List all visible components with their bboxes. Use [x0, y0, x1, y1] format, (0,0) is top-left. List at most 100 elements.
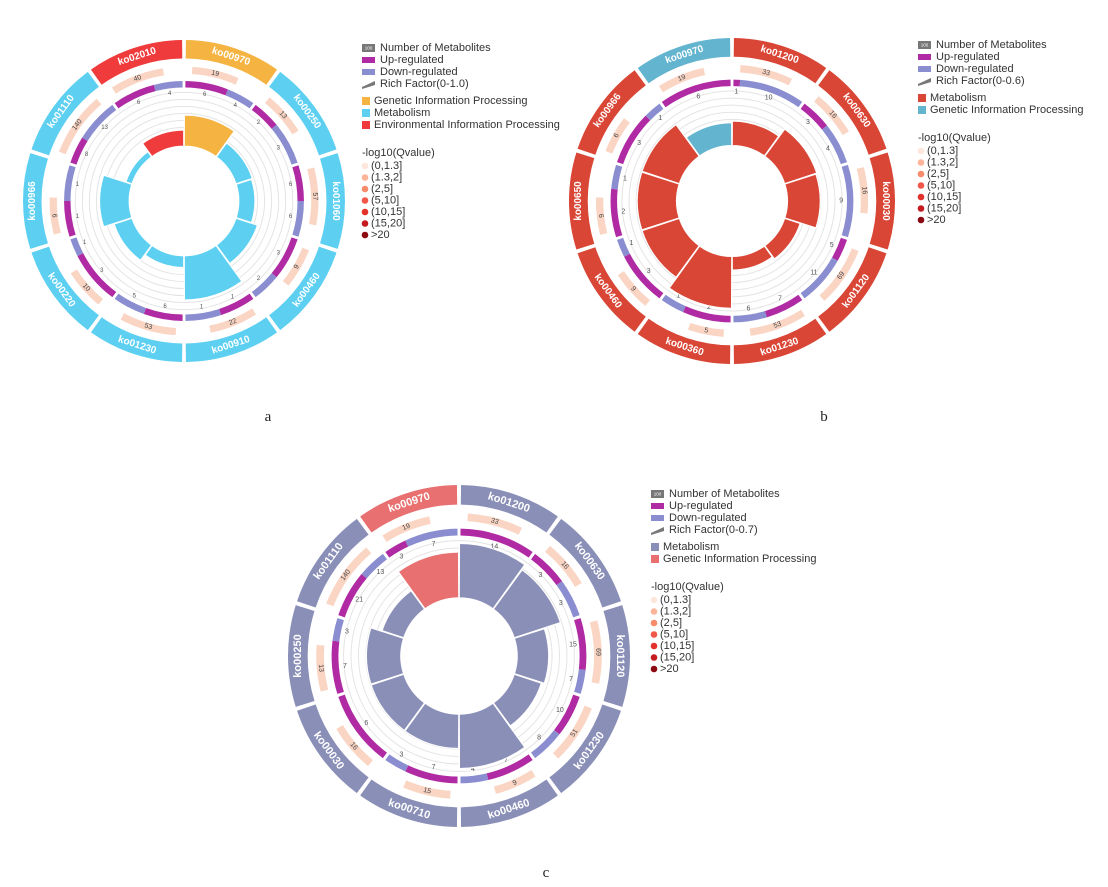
- pathway-band-ko00710: [360, 779, 458, 827]
- pathway-band-ko00030: [869, 152, 896, 250]
- down-regulated-arc: [821, 125, 848, 165]
- up-count-label: 3: [637, 140, 641, 147]
- up-regulated-arc: [114, 84, 156, 109]
- down-count-label: 4: [234, 103, 238, 109]
- pathway-band-ko01230: [549, 704, 621, 794]
- metabolite-count-bar: [819, 248, 859, 301]
- down-count-label: 1: [76, 182, 80, 188]
- down-regulated-arc: [841, 164, 854, 238]
- legend-qvalue-bin: (0,1.3]: [371, 160, 402, 172]
- up-regulated-arc: [405, 765, 458, 784]
- pathway-id-label: ko01120: [614, 635, 626, 678]
- down-count-label: 11: [810, 270, 817, 277]
- metabolite-count-label: 9: [293, 263, 301, 270]
- legend-qvalue-bin: (5,10]: [927, 180, 955, 192]
- legend-category-swatch: [362, 109, 370, 117]
- pathway-id-label: ko00966: [27, 181, 38, 221]
- down-regulated-arc: [574, 669, 586, 694]
- rich-factor-wedge-ko00460: [458, 702, 526, 770]
- pathway-id-label: ko00650: [573, 181, 584, 221]
- down-count-label: 8: [537, 734, 541, 741]
- grid-circle: [81, 98, 287, 304]
- legend-qvalue-title: -log10(Qvalue): [362, 147, 435, 159]
- down-regulated-arc: [405, 528, 458, 547]
- down-count-label: 3: [400, 752, 404, 759]
- pathway-band-ko02010: [90, 40, 183, 85]
- up-regulated-arc: [385, 540, 409, 558]
- up-regulated-arc: [486, 754, 533, 780]
- down-regulated-arc: [556, 581, 580, 618]
- up-regulated-arc: [554, 694, 580, 735]
- legend-category-text: Metabolism: [374, 107, 430, 119]
- legend-qvalue-bin: (10,15]: [927, 191, 961, 203]
- down-count-label: 10: [765, 95, 773, 102]
- legend-qvalue-dot: [361, 197, 369, 204]
- up-count-label: 1: [231, 294, 235, 300]
- metabolite-count-label: 19: [401, 523, 411, 532]
- down-count-label: 13: [101, 125, 108, 131]
- legend-qvalue-bin: (2,5]: [660, 617, 682, 629]
- legend-qvalue-bin: (1.3,2]: [927, 157, 958, 169]
- metabolite-count-label: 33: [761, 69, 770, 78]
- up-count-label: 3: [539, 572, 543, 579]
- legend-qvalue-dot: [650, 642, 658, 650]
- legend-category-text: Metabolism: [663, 541, 719, 553]
- up-count-label: 6: [696, 94, 700, 101]
- metabolite-count-label: 6: [597, 214, 604, 219]
- metabolite-count-label: 51: [569, 728, 579, 738]
- metabolite-count-bar: [382, 516, 431, 542]
- legend-down-swatch: [651, 515, 664, 521]
- legend-qvalue-bin: (10,15]: [660, 640, 694, 652]
- up-count-label: 6: [163, 304, 167, 310]
- legend-qvalue-bin: >20: [371, 229, 390, 241]
- down-count-label: 1: [83, 240, 87, 246]
- up-count-label: 7: [343, 663, 347, 670]
- metabolite-count-bar: [687, 322, 724, 337]
- legend-down-swatch: [918, 66, 931, 72]
- pathway-band-ko00966: [22, 153, 48, 249]
- up-count-label: 1: [734, 88, 738, 95]
- legend-qvalue-dot: [650, 608, 658, 615]
- legend-count-text: Number of Metabolites: [669, 488, 780, 500]
- pathway-band-ko00630: [818, 70, 887, 155]
- legend-qvalue-dot: [650, 654, 658, 661]
- metabolite-count-bar: [814, 96, 849, 136]
- legend-down-swatch: [362, 69, 375, 75]
- rich-factor-wedge-ko00250: [365, 627, 405, 685]
- metabolite-count-label: 22: [228, 318, 238, 327]
- pathway-band-ko00910: [185, 317, 278, 362]
- rich-factor-wedge-ko00030: [370, 673, 426, 732]
- metabolite-count-bar: [307, 167, 319, 226]
- metabolite-count-bar: [856, 167, 869, 214]
- legend-rich-text: Rich Factor(0-0.7): [669, 524, 758, 536]
- down-count-label: 3: [559, 600, 563, 607]
- rich-factor-wedge-ko01110: [125, 150, 153, 185]
- up-regulated-arc: [271, 237, 298, 278]
- pathway-band-ko01110: [297, 518, 369, 608]
- pathway-band-ko00250: [288, 605, 315, 707]
- up-regulated-arc: [143, 307, 183, 321]
- up-regulated-arc: [292, 165, 304, 201]
- legend-qvalue-dot: [917, 205, 925, 212]
- legend-category-text: Genetic Information Processing: [930, 104, 1083, 116]
- pathway-band-ko01120: [818, 247, 887, 332]
- pathway-id-label: ko00250: [292, 634, 304, 677]
- legend-rich-text: Rich Factor(0-1.0): [380, 78, 469, 90]
- legend-up-text: Up-regulated: [380, 54, 444, 66]
- up-regulated-arc: [64, 201, 76, 237]
- down-regulated-arc: [153, 81, 183, 92]
- legend-count-swatch-label: 100: [921, 43, 929, 48]
- legend-qvalue-dot: [650, 631, 658, 638]
- pathway-band-ko00360: [637, 318, 731, 364]
- pathway-id-label: ko01060: [330, 181, 341, 221]
- metabolite-count-bar: [589, 620, 602, 684]
- rich-factor-wedge-ko00966: [641, 123, 701, 185]
- up-regulated-arc: [219, 293, 254, 316]
- metabolite-count-bar: [617, 271, 650, 306]
- metabolite-count-label: 19: [677, 74, 687, 83]
- rich-factor-wedge-ko00630: [492, 568, 562, 639]
- metabolite-count-bar: [740, 65, 793, 86]
- down-count-label: 1: [676, 293, 680, 300]
